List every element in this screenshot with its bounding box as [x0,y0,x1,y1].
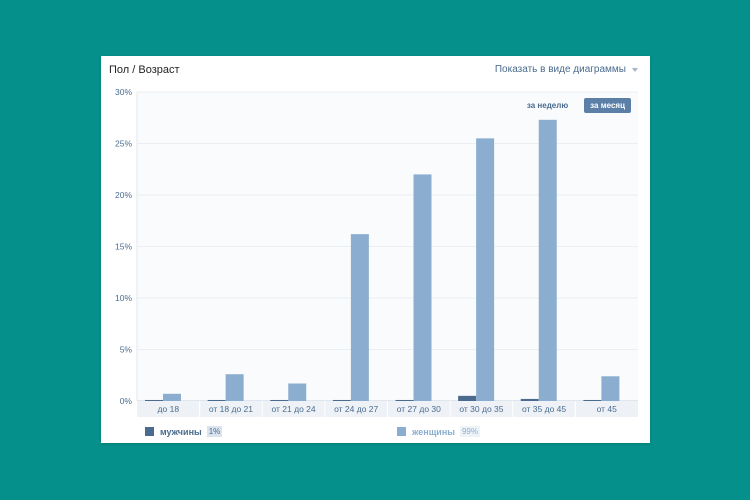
legend-swatch-men [145,427,154,436]
legend-label-men: мужчины [160,426,202,437]
x-tick-label: от 30 до 35 [459,404,503,414]
bar-men [270,399,289,401]
bar-women [476,138,495,401]
bar-women [538,119,557,401]
card-title: Пол / Возраст [109,64,180,76]
period-switch: за неделю за месяц [521,98,631,113]
bar-men [520,398,539,401]
legend-percent-women: 99% [459,426,480,437]
x-tick-label: от 27 до 30 [397,404,441,414]
x-tick-label: от 45 [597,404,618,414]
y-tick-label: 20% [115,190,132,200]
bar-women [350,234,369,401]
bar-women [163,393,181,401]
x-tick-label: от 24 до 27 [334,404,378,414]
bar-men [458,395,477,401]
bar-women [601,376,620,401]
period-week-button[interactable]: за неделю [526,101,569,110]
x-tick-label: до 18 [158,404,180,414]
y-tick-label: 25% [115,139,132,149]
bar-men [207,399,226,401]
y-tick-label: 15% [115,242,132,252]
legend: мужчины 1% женщины 99% [101,426,650,440]
bar-women [225,374,244,401]
bar-men [332,399,351,401]
chevron-down-icon [632,67,638,72]
y-tick-label: 0% [120,396,133,406]
chart-card: Пол / Возраст Показать в виде диаграммы … [101,56,650,443]
y-tick-label: 10% [115,293,132,303]
bar-chart: 0% 5% 10% 15% 20% 25% 30% до 18 от 18 до 21 от 21… [115,87,638,417]
bar-men [145,399,163,401]
bar-men [395,399,414,401]
legend-swatch-women [397,427,406,436]
bar-women [288,383,307,401]
bar-women [413,174,432,401]
legend-percent-men: 1% [206,426,223,437]
legend-item-men[interactable]: мужчины 1% [145,426,223,437]
view-toggle-link[interactable]: Показать в виде диаграммы [495,64,638,75]
x-tick-label: от 18 до 21 [209,404,253,414]
legend-label-women: женщины [412,426,455,437]
x-tick-label: от 21 до 24 [272,404,316,414]
period-month-button[interactable]: за месяц [584,98,631,113]
y-tick-label: 5% [120,345,133,355]
view-toggle-label: Показать в виде диаграммы [494,64,626,75]
y-tick-label: 30% [115,87,132,97]
x-tick-label: от 35 до 45 [522,404,566,414]
bar-men [583,399,602,401]
legend-item-women[interactable]: женщины 99% [397,426,480,437]
